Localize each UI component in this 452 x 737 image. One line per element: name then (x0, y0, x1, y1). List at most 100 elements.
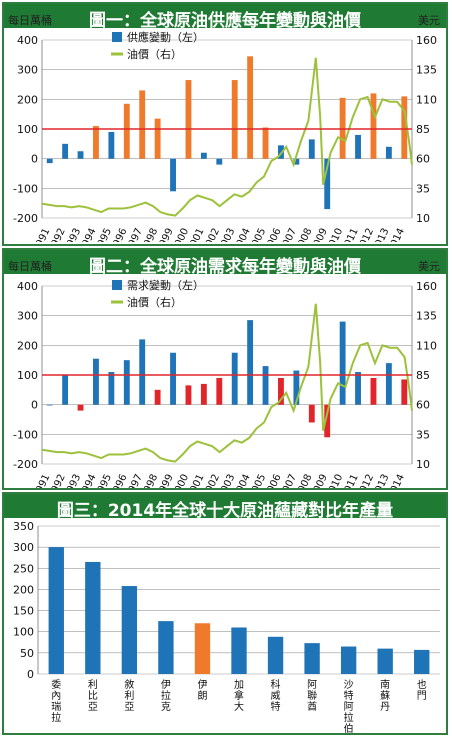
bar (377, 648, 393, 674)
bar (370, 377, 377, 405)
oil-price-line (41, 303, 413, 463)
x-tick-label: 南蘇丹 (380, 678, 390, 713)
x-tick-label: 1991 (32, 473, 53, 488)
legend-label-line: 油價（右） (127, 47, 182, 61)
x-tick-label: 沙特阿拉伯 (344, 679, 354, 733)
bar (185, 80, 192, 159)
chart-2-title-bar: 圖二：全球原油需求每年變動與油價 (4, 250, 446, 277)
bar (324, 404, 331, 438)
chart-panel-3: 圖三：2014年全球十大原油蘊藏對比年產量 0 50 100 150 200 250 300… (2, 492, 448, 735)
chart-2-title: 圖二：全球原油需求每年變動與油價 (89, 257, 361, 277)
chart-3-title: 圖三：2014年全球十大原油蘊藏對比年產量 (56, 501, 394, 521)
y-left-tick-label: 400 (17, 34, 38, 47)
bar (154, 389, 161, 405)
y-right-tick-label: 160 (416, 280, 437, 293)
bar (231, 352, 238, 405)
y-tick-label: 300 (13, 541, 34, 554)
y-left-tick-label: 100 (17, 123, 38, 136)
bar (339, 321, 346, 405)
y-tick-label: 250 (13, 562, 34, 575)
legend-swatch-bar (112, 280, 122, 290)
chart-1-title-bar: 圖一：全球原油供應每年變動與油價 (4, 4, 446, 31)
bar (108, 131, 115, 159)
bar (46, 158, 53, 164)
bar (355, 134, 361, 159)
y-tick-label: 350 (13, 520, 34, 533)
bar (267, 636, 284, 674)
bar (262, 366, 269, 405)
bar (385, 363, 392, 405)
y-tick-label: 200 (13, 583, 34, 596)
bar (200, 152, 207, 159)
bar (231, 80, 238, 159)
y-right-tick-label: 85 (416, 123, 430, 136)
y-right-tick-label: 10 (416, 212, 430, 225)
y-tick-label: 100 (13, 626, 34, 639)
bar (185, 385, 192, 405)
chart-2-plot: -200 -100 0 100 200 300 400 10 35 60 85 110 135 160 19… (13, 278, 437, 488)
bar (93, 358, 99, 405)
bar (278, 377, 284, 405)
y-left-tick-label: 0 (31, 399, 38, 412)
chart-1-title: 圖一：全球原油供應每年變動與油價 (89, 11, 361, 31)
bar (139, 90, 146, 159)
oil-price-line (41, 57, 413, 217)
x-tick-label: 利比亞 (88, 679, 98, 713)
y-left-tick-label: 400 (17, 280, 38, 293)
chart-3-title-bar: 圖三：2014年全球十大原油蘊藏對比年產量 (4, 494, 446, 521)
y-tick-label: 0 (27, 668, 34, 681)
y-right-tick-label: 35 (416, 428, 430, 441)
bar (340, 646, 357, 674)
y-right-tick-label: 160 (416, 34, 437, 47)
y-right-tick-label: 135 (416, 64, 437, 77)
y-left-tick-label: 0 (31, 153, 38, 166)
bar (62, 143, 69, 159)
y-left-tick-label: 200 (17, 93, 38, 106)
bar (304, 643, 320, 674)
chart-panel-1: 圖一：全球原油供應每年變動與油價 每日萬桶 美元 -200 -100 0 100 200… (2, 2, 448, 246)
chart-3-plot: 0 50 100 150 200 250 300 350 委內瑞拉 利比亞 敘利亞 伊拉克 伊朗 加拿大 科… (13, 520, 440, 733)
bar (339, 97, 346, 159)
y-right-tick-label: 85 (416, 369, 430, 382)
y-left-tick-label: -100 (13, 428, 38, 441)
bar (123, 360, 130, 405)
bar (401, 96, 408, 159)
y-right-tick-label: 60 (416, 399, 430, 412)
legend-swatch-bar (112, 32, 122, 42)
bar (154, 118, 161, 159)
y-left-tick-label: 100 (17, 369, 38, 382)
chart-1-right-unit: 美元 (418, 14, 440, 27)
bar (170, 352, 176, 405)
bar (139, 339, 146, 405)
y-right-tick-label: 110 (416, 93, 437, 106)
y-left-tick-label: 300 (17, 64, 38, 77)
bar (77, 151, 84, 159)
bar (355, 372, 361, 405)
y-right-tick-label: 135 (416, 310, 437, 323)
bar (293, 370, 300, 405)
bar (414, 649, 430, 674)
chart-1-plot: -200 -100 0 100 200 300 400 10 35 60 85 110 135 160 19… (13, 30, 437, 242)
y-tick-label: 50 (20, 647, 34, 660)
x-tick-label: 也門 (417, 678, 427, 702)
y-left-tick-label: -200 (13, 212, 38, 225)
bar (216, 158, 223, 165)
bar (216, 377, 223, 405)
bar (231, 627, 247, 674)
bar (308, 139, 315, 159)
bar (77, 404, 84, 411)
bar (324, 158, 331, 210)
bar (62, 375, 69, 405)
legend-label-bar: 供應變動（左） (127, 30, 204, 44)
chart-2-left-unit: 每日萬桶 (8, 260, 52, 273)
y-left-tick-label: 200 (17, 339, 38, 352)
y-left-tick-label: -200 (13, 458, 38, 471)
bar (194, 623, 211, 674)
y-left-tick-label: -100 (13, 182, 38, 195)
x-tick-label: 伊拉克 (161, 679, 171, 713)
chart-panel-2: 圖二：全球原油需求每年變動與油價 每日萬桶 美元 -200 -100 0 100 200… (2, 248, 448, 490)
x-tick-label: 1991 (32, 227, 53, 242)
legend-label-bar: 需求變動（左） (127, 278, 204, 292)
bar (108, 372, 115, 405)
